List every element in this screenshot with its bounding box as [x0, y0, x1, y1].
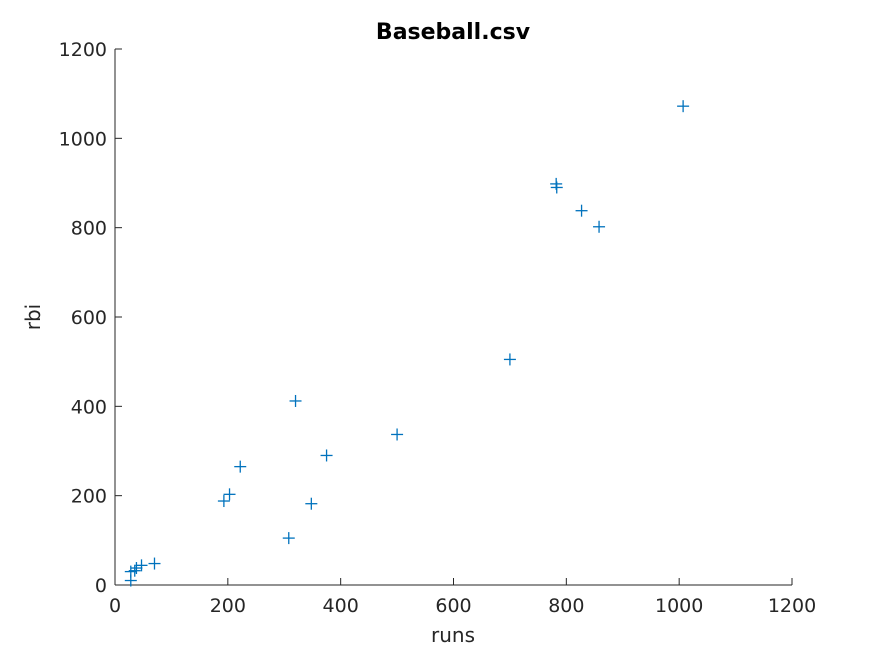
x-tick-label: 1000: [655, 595, 703, 617]
x-tick-label: 400: [323, 595, 359, 617]
x-tick-label: 0: [109, 595, 121, 617]
x-tick-label: 1200: [768, 595, 816, 617]
data-point: [234, 460, 247, 473]
data-point: [503, 353, 516, 366]
data-point: [305, 497, 318, 510]
data-point: [289, 394, 302, 407]
data-point: [677, 100, 690, 113]
data-point: [223, 488, 236, 501]
y-tick-label: 800: [71, 218, 107, 240]
tick-group: 0 200 400 600 800 1000 1200 0 200 400 600 800 1000 12…: [59, 39, 817, 617]
data-point: [135, 559, 148, 572]
data-point: [320, 449, 333, 462]
data-point: [550, 181, 563, 194]
data-point: [124, 574, 137, 587]
data-point: [593, 220, 606, 233]
data-point: [217, 495, 230, 508]
data-point: [148, 557, 161, 570]
y-tick-label: 400: [71, 396, 107, 418]
x-tick-label: 600: [435, 595, 471, 617]
y-tick-label: 600: [71, 307, 107, 329]
x-tick-label: 200: [210, 595, 246, 617]
axes: [114, 49, 792, 586]
y-axis-label: rbi: [21, 304, 45, 330]
data-points: [124, 100, 690, 587]
y-tick-label: 200: [71, 486, 107, 508]
y-tick-label: 0: [95, 575, 107, 597]
x-axis-label: runs: [431, 623, 475, 647]
data-point: [391, 428, 404, 441]
y-tick-label: 1200: [59, 39, 107, 61]
y-tick-label: 1000: [59, 128, 107, 150]
x-tick-label: 800: [548, 595, 584, 617]
chart-title: Baseball.csv: [376, 20, 531, 45]
data-point: [282, 532, 295, 545]
data-point: [575, 204, 588, 217]
